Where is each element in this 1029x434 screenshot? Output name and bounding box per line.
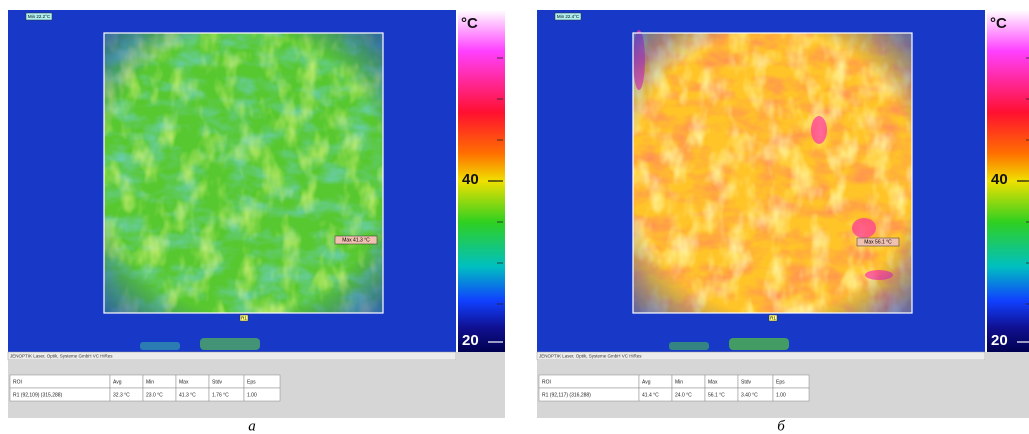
- panel-caption: б: [777, 418, 785, 434]
- table-value: 23.0 °C: [146, 392, 163, 398]
- table-header: Eps: [247, 379, 256, 385]
- scale-unit: °C: [990, 15, 1007, 32]
- bottom-glow: [140, 342, 180, 350]
- table-value: R1 (92,109) (315,288): [13, 392, 63, 398]
- scale-label: 20: [462, 332, 479, 349]
- bottom-glow: [729, 338, 789, 350]
- table-header: Stdv: [212, 379, 223, 385]
- table-value: 32.3 °C: [113, 392, 130, 398]
- table-header: Stdv: [741, 379, 752, 385]
- table-header: ROI: [542, 379, 551, 385]
- thermal-panel: R1 Min 22.4°C Max 56.1 °C °C 40 20 JENOPTIK La…: [537, 10, 1029, 434]
- table-value: 24.0 °C: [675, 392, 692, 398]
- scale-label: 40: [991, 171, 1008, 188]
- roi-tag: R1: [770, 316, 776, 321]
- footer-text: JENOPTIK Laser, Optik, Systeme GmbH VC H…: [539, 353, 642, 358]
- scale-unit: °C: [461, 15, 478, 32]
- table-header: Max: [708, 379, 718, 385]
- bottom-glow: [200, 338, 260, 350]
- table-header: ROI: [13, 379, 22, 385]
- bottom-glow: [669, 342, 709, 350]
- table-value: 3.40 °C: [741, 392, 758, 398]
- table-value: 56.1 °C: [708, 392, 725, 398]
- figure: R1 Min 22.2°C Max 41.3 °C °C 40 20 JENOPTIK La…: [0, 0, 1029, 434]
- table-value: 1.00: [776, 392, 786, 398]
- panel-caption: а: [248, 418, 256, 434]
- thermal-panel: R1 Min 22.2°C Max 41.3 °C °C 40 20 JENOPTIK La…: [8, 10, 505, 434]
- table-value: 41.3 °C: [179, 392, 196, 398]
- table-header: Avg: [113, 379, 122, 385]
- edge-cooling: [633, 33, 912, 313]
- table-value: 1.00: [247, 392, 257, 398]
- table-value: 41.4 °C: [642, 392, 659, 398]
- edge-cooling: [104, 33, 383, 313]
- status-area-scale: [985, 352, 1029, 418]
- scale-label: 40: [462, 171, 479, 188]
- table-value: 1.76 °C: [212, 392, 229, 398]
- table-value: R1 (92,117) (316,288): [542, 392, 591, 398]
- max-label: Max 56.1 °C: [864, 240, 892, 246]
- scale-label: 20: [991, 332, 1008, 349]
- table-header: Avg: [642, 379, 651, 385]
- roi-tag: R1: [241, 316, 247, 321]
- status-area-scale: [456, 352, 505, 418]
- max-label: Max 41.3 °C: [342, 238, 370, 244]
- min-label: Min 22.4°C: [557, 14, 580, 19]
- table-header: Min: [675, 379, 683, 385]
- table-header: Eps: [776, 379, 785, 385]
- table-header: Max: [179, 379, 189, 385]
- page: R1 Min 22.2°C Max 41.3 °C °C 40 20 JENOPTIK La…: [0, 0, 1029, 434]
- min-label: Min 22.2°C: [28, 14, 51, 19]
- table-cell: [539, 375, 639, 388]
- table-header: Min: [146, 379, 154, 385]
- footer-text: JENOPTIK Laser, Optik, Systeme GmbH VC H…: [10, 353, 113, 358]
- table-cell: [10, 375, 110, 388]
